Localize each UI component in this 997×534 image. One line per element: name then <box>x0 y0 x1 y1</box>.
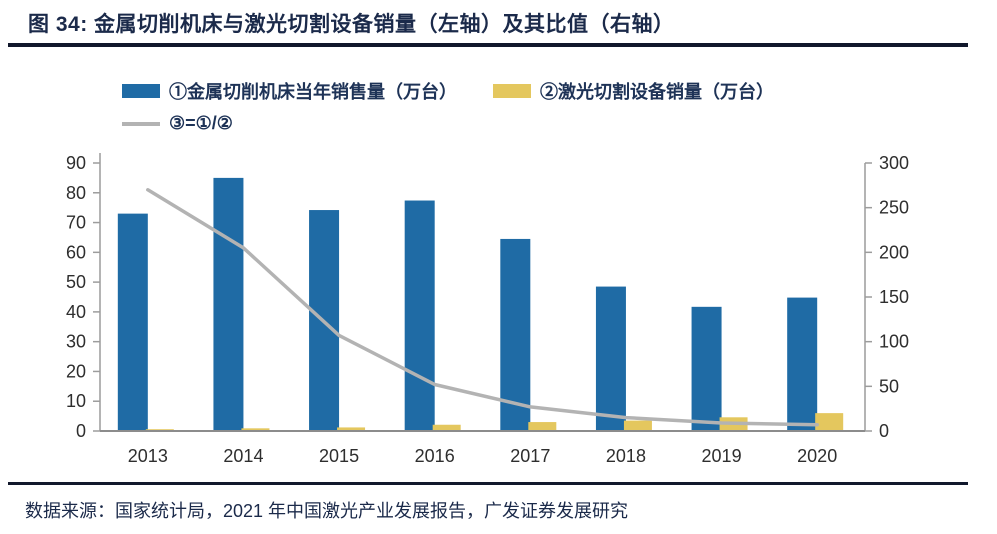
footer-rule <box>8 482 968 485</box>
left-axis-tick-label: 70 <box>66 213 86 233</box>
right-axis-tick-label: 100 <box>879 332 909 352</box>
ratio-line-swatch-icon <box>122 121 160 126</box>
x-axis-label-2017: 2017 <box>510 446 550 466</box>
legend-label-laser-equipment: ②激光切割设备销量（万台） <box>540 82 774 102</box>
laser-equipment-swatch-icon <box>493 84 531 98</box>
x-axis-label-2014: 2014 <box>223 446 263 466</box>
legend-item-ratio: ③=①/② <box>122 113 233 134</box>
left-axis-tick-label: 20 <box>66 361 86 381</box>
x-axis-label-2020: 2020 <box>797 446 837 466</box>
bar-machine-2019 <box>691 306 722 431</box>
legend-item-machine-tools: ①金属切削机床当年销售量（万台） <box>122 78 457 104</box>
left-axis-tick-label: 60 <box>66 242 86 262</box>
left-axis-tick-label: 90 <box>66 153 86 173</box>
bar-machine-2018 <box>595 286 626 431</box>
bar-machine-2016 <box>404 200 435 431</box>
bar-laser-2015 <box>337 427 366 431</box>
x-axis-label-2015: 2015 <box>319 446 359 466</box>
left-axis-tick-label: 40 <box>66 302 86 322</box>
right-axis-tick-label: 250 <box>879 198 909 218</box>
bar-laser-2020 <box>815 413 844 431</box>
left-axis-tick-label: 50 <box>66 272 86 292</box>
x-axis-label-2019: 2019 <box>702 446 742 466</box>
x-axis-label-2016: 2016 <box>415 446 455 466</box>
right-axis-tick-label: 200 <box>879 242 909 262</box>
ratio-line <box>146 188 819 427</box>
legend-label-machine-tools: ①金属切削机床当年销售量（万台） <box>169 82 457 102</box>
bar-machine-2014 <box>213 177 244 431</box>
x-axis-label-2013: 2013 <box>128 446 168 466</box>
left-axis-tick-label: 10 <box>66 391 86 411</box>
right-axis-tick-label: 0 <box>879 421 889 441</box>
bar-laser-2014 <box>241 428 270 431</box>
right-axis-tick-label: 300 <box>879 153 909 173</box>
x-axis-label-2018: 2018 <box>606 446 646 466</box>
data-source: 数据来源：国家统计局，2021 年中国激光产业发展报告，广发证券发展研究 <box>25 501 629 521</box>
left-axis-tick-label: 0 <box>76 421 86 441</box>
right-axis-tick-label: 150 <box>879 287 909 307</box>
title-rule <box>8 43 968 47</box>
right-axis-tick-label: 50 <box>879 376 899 396</box>
bar-laser-2018 <box>623 420 652 431</box>
bar-laser-2017 <box>528 422 557 431</box>
bar-machine-2020 <box>787 297 818 431</box>
chart-plot: 0 10 20 30 40 50 60 70 80 90 0 50 100 150 200 250 300 201… <box>66 153 909 466</box>
figure-title: 图 34: 金属切削机床与激光切割设备销量（左轴）及其比值（右轴） <box>28 13 675 36</box>
bar-machine-2013 <box>117 213 148 431</box>
machine-tools-swatch-icon <box>122 84 160 98</box>
bar-machine-2017 <box>500 238 531 431</box>
left-axis-tick-label: 30 <box>66 332 86 352</box>
legend-label-ratio: ③=①/② <box>169 113 233 133</box>
left-axis-tick-label: 80 <box>66 183 86 203</box>
legend-item-laser-equipment: ②激光切割设备销量（万台） <box>493 78 774 104</box>
bar-laser-2016 <box>432 424 461 431</box>
